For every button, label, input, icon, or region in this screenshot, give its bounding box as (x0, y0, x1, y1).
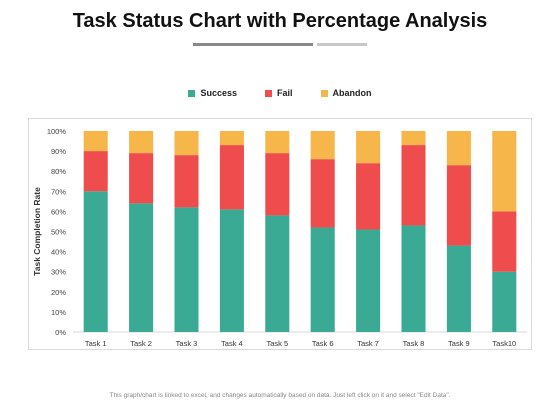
x-tick-label: Task 6 (312, 339, 334, 348)
y-tick-label: 90% (51, 147, 66, 156)
bar-segment-abandon (446, 131, 471, 166)
x-tick-label: Task 7 (357, 339, 379, 348)
bar-segment-success (446, 245, 471, 332)
page-title: Task Status Chart with Percentage Analys… (72, 10, 488, 32)
legend-item-abandon: Abandon (320, 88, 372, 98)
y-tick-label: 100% (47, 127, 67, 136)
legend-swatch-fail (265, 89, 272, 97)
legend-label-fail: Fail (277, 88, 293, 98)
bar-segment-abandon (219, 131, 244, 146)
y-tick-label: 70% (51, 187, 66, 196)
legend-label-success: Success (200, 88, 237, 98)
footnote: This graph/chart is linked to excel, and… (109, 392, 451, 399)
bar-segment-success (174, 207, 199, 332)
x-tick-label: Task10 (492, 339, 516, 348)
bar-segment-fail (129, 153, 154, 204)
bar-segment-abandon (129, 131, 154, 154)
bar-segment-success (401, 225, 426, 332)
bar-segment-fail (265, 153, 290, 216)
y-tick-label: 40% (51, 248, 66, 257)
y-tick-label: 10% (51, 308, 66, 317)
y-tick-label: 50% (51, 228, 66, 237)
y-tick-label: 0% (55, 328, 66, 337)
stacked-bar-chart: 0% 10% 20% 30% 40% 50% 60% 70% 80% 90% 100% Task Co… (32, 127, 527, 348)
bar-segment-abandon (310, 131, 335, 160)
bar-segment-fail (401, 145, 426, 226)
bar-segment-fail (219, 145, 244, 210)
legend-swatch-abandon (320, 89, 328, 97)
chart-legend: Success Fail Abandon (0, 88, 560, 98)
bar-segment-abandon (174, 131, 199, 156)
x-tick-label: Task 4 (221, 339, 243, 348)
bar-segment-success (310, 227, 335, 332)
bar-segment-abandon (401, 131, 426, 146)
bar-segment-fail (174, 155, 199, 208)
bar-segment-success (219, 209, 244, 332)
y-tick-label: 20% (51, 288, 66, 297)
x-tick-label: Task 2 (130, 339, 152, 348)
y-axis-title: Task Completion Rate (32, 187, 42, 276)
x-tick-label: Task 5 (266, 339, 288, 348)
title-underline-light (317, 43, 367, 46)
y-tick-label: 80% (51, 167, 66, 176)
bar-segment-fail (310, 159, 335, 228)
legend-item-fail: Fail (265, 88, 293, 98)
y-tick-label: 60% (51, 207, 66, 216)
bar-segment-abandon (356, 131, 381, 164)
bar-segment-success (83, 191, 108, 332)
bar-segment-fail (492, 211, 517, 272)
legend-item-success: Success (188, 88, 237, 98)
title-underline-dark (193, 43, 313, 46)
x-tick-label: Task 3 (176, 339, 198, 348)
bar-segment-success (356, 229, 381, 332)
bar-segment-success (492, 271, 517, 332)
bar-segment-success (265, 215, 290, 332)
bar-segment-abandon (265, 131, 290, 154)
legend-label-abandon: Abandon (332, 88, 372, 98)
x-tick-label: Task 1 (85, 339, 107, 348)
x-tick-label: Task 8 (403, 339, 425, 348)
y-tick-label: 30% (51, 268, 66, 277)
bar-segment-fail (356, 163, 381, 230)
bar-segment-abandon (83, 131, 108, 152)
bar-segment-success (129, 203, 154, 332)
x-tick-label: Task 9 (448, 339, 470, 348)
legend-swatch-success (188, 89, 196, 97)
bar-segment-fail (83, 151, 108, 192)
chart-frame: 0% 10% 20% 30% 40% 50% 60% 70% 80% 90% 100% Task Co… (28, 118, 532, 350)
bar-segment-fail (446, 165, 471, 246)
bar-segment-abandon (492, 131, 517, 212)
